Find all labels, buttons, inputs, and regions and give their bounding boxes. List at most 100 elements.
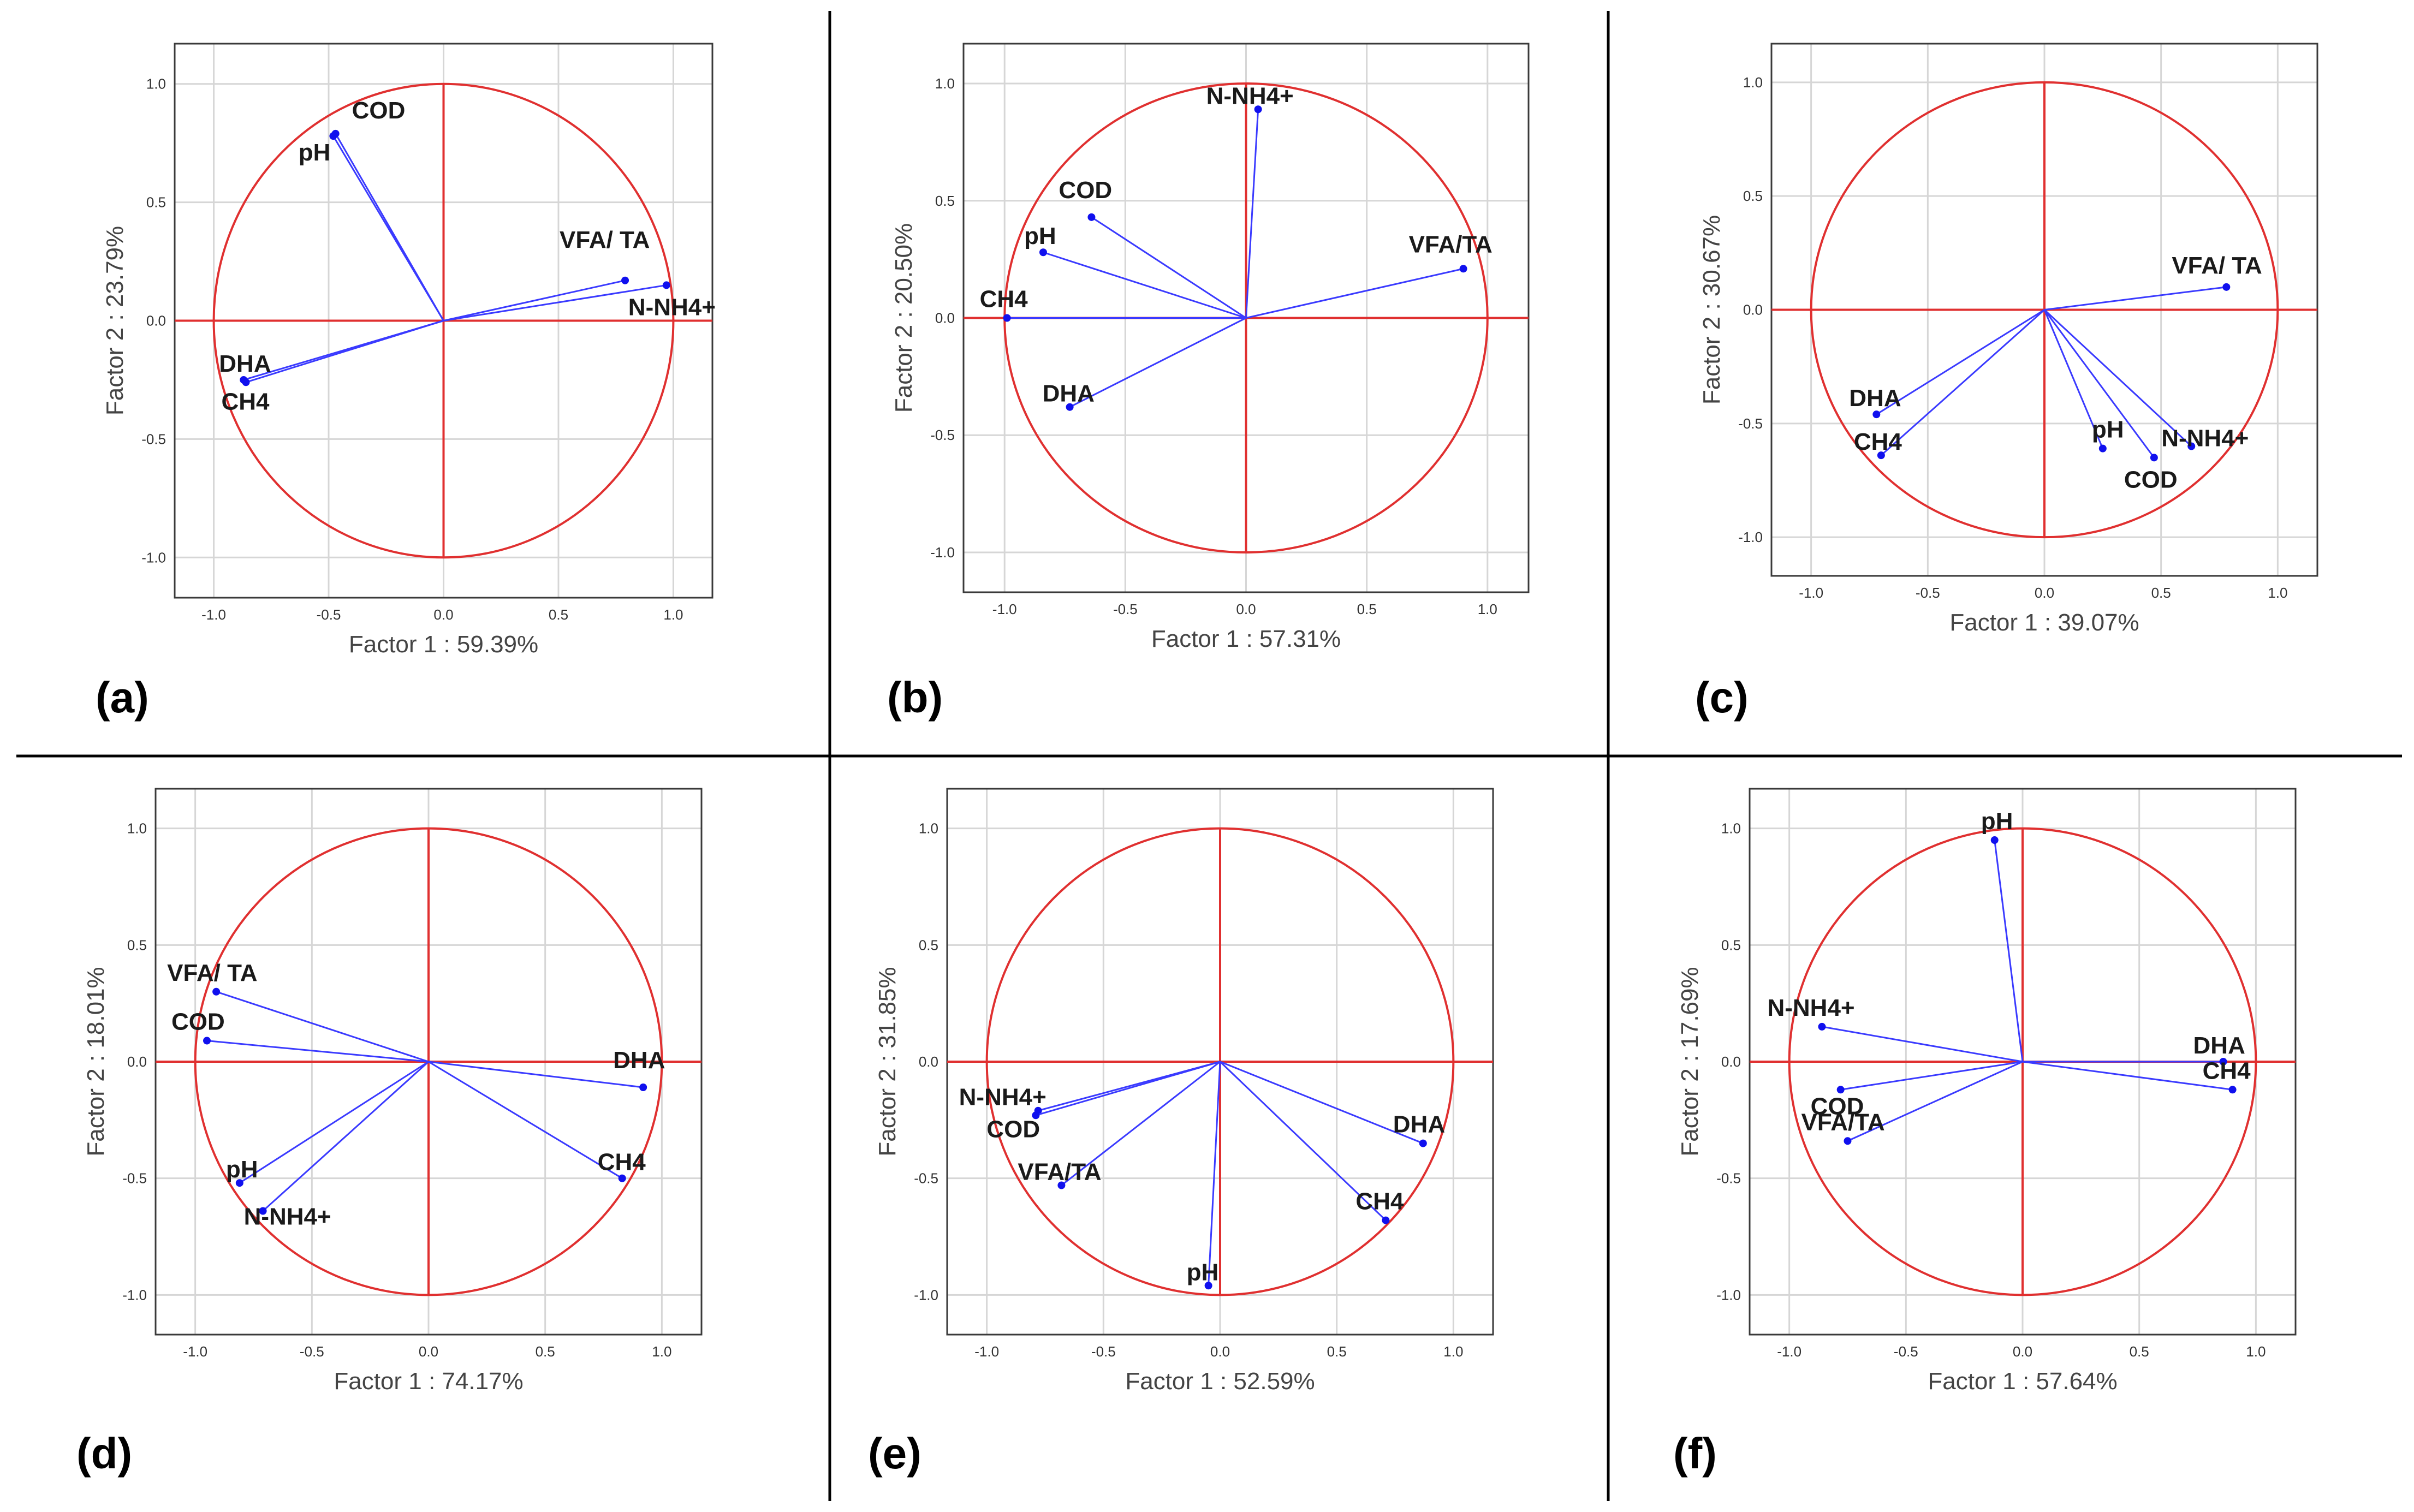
x-tick-label: 0.0 bbox=[433, 606, 453, 623]
x-axis-title: Factor 1 : 52.59% bbox=[1125, 1368, 1315, 1395]
x-tick-label: 0.0 bbox=[1210, 1343, 1230, 1360]
variable-label: CH4 bbox=[980, 286, 1028, 313]
loading-vector bbox=[1880, 309, 2045, 456]
variable-label: DHA bbox=[2193, 1032, 2245, 1059]
x-tick-label: 1.0 bbox=[652, 1343, 671, 1360]
loading-vector bbox=[262, 1061, 430, 1212]
panel-label: (a) bbox=[96, 673, 149, 722]
y-tick-label: 0.5 bbox=[1743, 188, 1763, 204]
loading-vector bbox=[2043, 309, 2104, 449]
x-tick-label: -0.5 bbox=[1916, 585, 1940, 601]
loading-vector bbox=[332, 135, 444, 322]
y-tick-label: 1.0 bbox=[146, 76, 166, 92]
loading-point bbox=[1382, 1216, 1390, 1224]
y-tick-label: -0.5 bbox=[141, 431, 166, 447]
variable-label: COD bbox=[2124, 466, 2178, 493]
loading-point bbox=[1057, 1181, 1066, 1189]
panel-label: (c) bbox=[1695, 673, 1749, 722]
variable-label: VFA/TA bbox=[1018, 1158, 1101, 1185]
x-tick-label: 1.0 bbox=[1478, 601, 1497, 617]
loading-point bbox=[1836, 1086, 1845, 1094]
y-tick-label: -0.5 bbox=[1738, 415, 1763, 432]
loading-vector bbox=[239, 1061, 429, 1184]
chart-panel-e: -1.0 1.0 -0.5 0.5 0.0 0.0 0.5 -0.5 1.0 -1.0 N-NH4+… bbox=[868, 788, 1494, 1478]
variable-label: VFA/TA bbox=[1409, 231, 1493, 258]
x-tick-label: 1.0 bbox=[2246, 1343, 2266, 1360]
y-tick-label: 0.5 bbox=[935, 193, 955, 209]
loading-vector bbox=[1822, 1026, 2023, 1063]
loading-vector bbox=[1061, 1061, 1221, 1186]
variable-label: N-NH4+ bbox=[628, 294, 716, 320]
variable-label: VFA/ TA bbox=[167, 960, 257, 986]
loading-point bbox=[639, 1084, 647, 1092]
variable-label: COD bbox=[986, 1116, 1040, 1142]
loading-vector bbox=[1069, 317, 1247, 408]
chart-panel-f: -1.0 1.0 -0.5 0.5 0.0 0.0 0.5 -0.5 1.0 -1.0 pH N-NH… bbox=[1673, 788, 2297, 1478]
x-tick-label: 0.5 bbox=[1357, 601, 1377, 617]
panel-label: (d) bbox=[76, 1429, 132, 1478]
x-tick-label: 0.5 bbox=[1327, 1343, 1347, 1360]
loading-point bbox=[1003, 314, 1011, 322]
y-tick-label: 0.0 bbox=[146, 313, 166, 329]
loading-vector bbox=[443, 284, 667, 322]
variable-label: COD bbox=[1059, 177, 1112, 204]
loading-point bbox=[235, 1179, 243, 1187]
x-tick-label: 0.0 bbox=[419, 1343, 438, 1360]
variable-label: DHA bbox=[1849, 385, 1901, 412]
loading-vector bbox=[2043, 309, 2155, 459]
x-tick-label: -1.0 bbox=[974, 1343, 999, 1360]
loading-point bbox=[1872, 410, 1881, 419]
y-tick-label: 1.0 bbox=[127, 820, 147, 837]
variable-label: CH4 bbox=[1854, 428, 1902, 455]
chart-panel-c: -1.0 1.0 -0.5 0.5 0.0 0.0 0.5 -0.5 1.0 -1.0 VFA/ T… bbox=[1695, 43, 2318, 722]
y-tick-label: 0.5 bbox=[146, 194, 166, 211]
variable-label: CH4 bbox=[221, 388, 270, 415]
variable-label: VFA/ TA bbox=[560, 227, 650, 253]
y-tick-label: 0.0 bbox=[919, 1053, 938, 1070]
variable-label: DHA bbox=[219, 350, 271, 377]
loading-point bbox=[203, 1037, 211, 1045]
variable-label: N-NH4+ bbox=[1767, 995, 1854, 1021]
loading-point bbox=[2222, 283, 2231, 291]
panel-label: (b) bbox=[887, 673, 943, 722]
loading-vector bbox=[1246, 267, 1464, 319]
y-tick-label: -1.0 bbox=[1716, 1287, 1741, 1303]
y-tick-label: 0.0 bbox=[127, 1053, 147, 1070]
x-tick-label: 0.0 bbox=[1236, 601, 1256, 617]
y-axis-title: Factor 2 : 20.50% bbox=[890, 223, 917, 413]
loading-vector bbox=[428, 1061, 623, 1179]
x-tick-label: -1.0 bbox=[183, 1343, 207, 1360]
y-tick-label: 0.5 bbox=[1721, 937, 1741, 953]
loading-point bbox=[1818, 1022, 1826, 1031]
y-axis-title: Factor 2 : 30.67% bbox=[1698, 215, 1725, 404]
y-tick-label: -1.0 bbox=[141, 549, 166, 565]
variable-label: VFA/ TA bbox=[2172, 252, 2262, 279]
x-tick-label: -1.0 bbox=[992, 601, 1017, 617]
loading-vector bbox=[443, 279, 626, 322]
x-tick-label: 0.0 bbox=[2013, 1343, 2032, 1360]
loading-vector bbox=[2044, 286, 2227, 311]
loading-point bbox=[2098, 444, 2107, 453]
loading-point bbox=[1254, 105, 1262, 114]
x-tick-label: 0.5 bbox=[2130, 1343, 2149, 1360]
variable-label: COD bbox=[352, 97, 406, 124]
x-tick-label: 1.0 bbox=[2268, 585, 2287, 601]
y-tick-label: -0.5 bbox=[930, 427, 955, 443]
variable-label: pH bbox=[1024, 223, 1056, 249]
loading-vector bbox=[1208, 1061, 1221, 1286]
y-tick-label: 1.0 bbox=[935, 75, 955, 92]
variable-label: CH4 bbox=[2203, 1057, 2251, 1084]
y-tick-label: 0.5 bbox=[127, 937, 147, 953]
variable-label: VFA/TA bbox=[1801, 1109, 1884, 1135]
y-tick-label: -1.0 bbox=[914, 1287, 938, 1303]
x-axis-title: Factor 1 : 59.39% bbox=[349, 631, 538, 658]
loading-vector bbox=[216, 991, 429, 1063]
x-tick-label: -0.5 bbox=[1091, 1343, 1116, 1360]
x-axis-title: Factor 1 : 39.07% bbox=[1949, 609, 2139, 636]
x-tick-label: -0.5 bbox=[300, 1343, 324, 1360]
y-tick-label: 0.0 bbox=[1743, 302, 1763, 318]
variable-label: COD bbox=[171, 1009, 225, 1035]
variable-label: N-NH4+ bbox=[2161, 425, 2249, 452]
y-tick-label: -0.5 bbox=[122, 1170, 147, 1187]
